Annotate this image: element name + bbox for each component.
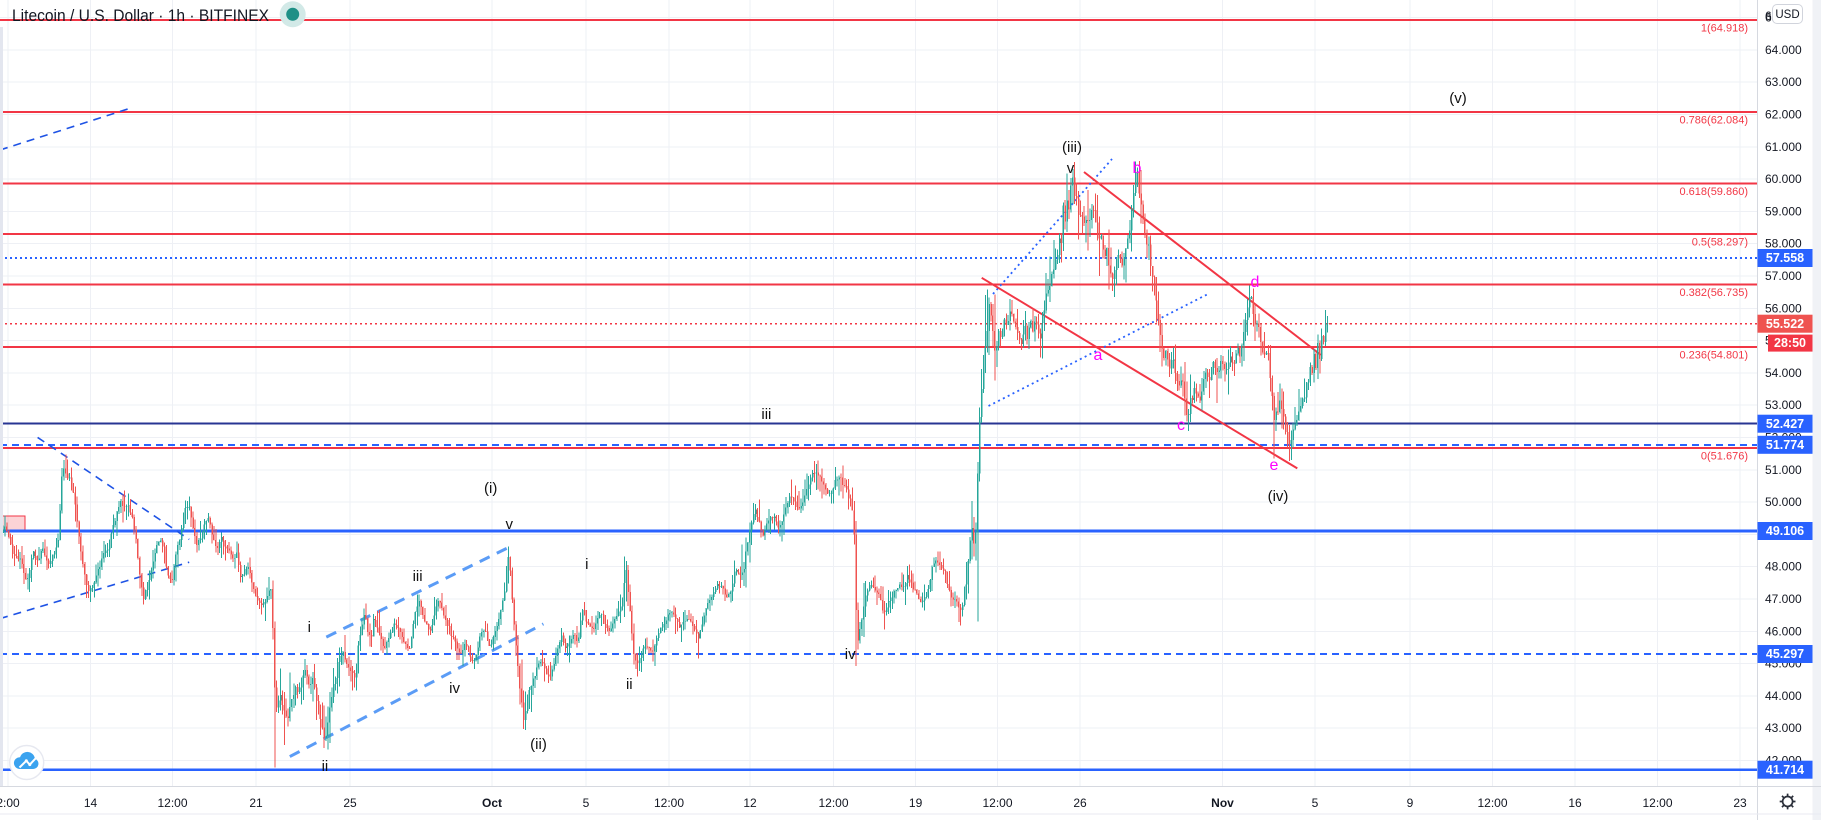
svg-text:Litecoin / U.S. Dollar · 1h ·: Litecoin / U.S. Dollar · 1h · BITFINEX bbox=[12, 6, 269, 25]
svg-text:(i): (i) bbox=[484, 480, 497, 497]
svg-text:62.000: 62.000 bbox=[1765, 108, 1802, 122]
svg-text:46.000: 46.000 bbox=[1765, 624, 1802, 638]
svg-text:0(51.676): 0(51.676) bbox=[1701, 451, 1748, 463]
svg-text:b: b bbox=[1133, 160, 1142, 177]
svg-text:0.236(54.801): 0.236(54.801) bbox=[1680, 350, 1749, 362]
svg-text:v: v bbox=[506, 516, 514, 533]
svg-text:51.774: 51.774 bbox=[1766, 438, 1804, 452]
svg-text:53.000: 53.000 bbox=[1765, 398, 1802, 412]
svg-text:41.714: 41.714 bbox=[1766, 763, 1804, 777]
svg-text:25: 25 bbox=[343, 796, 357, 810]
svg-text:(iii): (iii) bbox=[1062, 139, 1082, 156]
svg-text:Nov: Nov bbox=[1211, 796, 1234, 810]
svg-text:12:00: 12:00 bbox=[982, 796, 1012, 810]
svg-text:64.000: 64.000 bbox=[1765, 43, 1802, 57]
svg-text:61.000: 61.000 bbox=[1765, 140, 1802, 154]
svg-text:19: 19 bbox=[909, 796, 923, 810]
svg-text:a: a bbox=[1094, 347, 1103, 364]
svg-text:c: c bbox=[1177, 417, 1185, 434]
svg-text:iii: iii bbox=[761, 406, 771, 423]
svg-text:57.558: 57.558 bbox=[1766, 251, 1804, 265]
svg-text:0.382(56.735): 0.382(56.735) bbox=[1680, 287, 1749, 299]
svg-text:0.618(59.860): 0.618(59.860) bbox=[1680, 186, 1749, 198]
svg-text:5: 5 bbox=[1312, 796, 1319, 810]
svg-text:v: v bbox=[1067, 160, 1075, 177]
svg-text:12:00: 12:00 bbox=[654, 796, 684, 810]
svg-text:58.000: 58.000 bbox=[1765, 237, 1802, 251]
svg-text:44.000: 44.000 bbox=[1765, 689, 1802, 703]
svg-text:d: d bbox=[1251, 274, 1260, 291]
svg-text:59.000: 59.000 bbox=[1765, 204, 1802, 218]
svg-text:i: i bbox=[308, 619, 311, 636]
svg-text:e: e bbox=[1270, 457, 1279, 474]
svg-text:63.000: 63.000 bbox=[1765, 75, 1802, 89]
svg-text:14: 14 bbox=[84, 796, 98, 810]
svg-text:23: 23 bbox=[1733, 796, 1747, 810]
svg-text:1(64.918): 1(64.918) bbox=[1701, 23, 1748, 35]
svg-text:12:00: 12:00 bbox=[1477, 796, 1507, 810]
svg-text:47.000: 47.000 bbox=[1765, 592, 1802, 606]
svg-text:26: 26 bbox=[1073, 796, 1087, 810]
svg-text:12:00: 12:00 bbox=[157, 796, 187, 810]
svg-text:54.000: 54.000 bbox=[1765, 366, 1802, 380]
svg-text:ii: ii bbox=[626, 676, 633, 693]
svg-text:(v): (v) bbox=[1449, 90, 1467, 107]
svg-text:52.427: 52.427 bbox=[1766, 417, 1804, 431]
svg-text:21: 21 bbox=[249, 796, 263, 810]
svg-text:5: 5 bbox=[583, 796, 590, 810]
svg-text:45.297: 45.297 bbox=[1766, 647, 1804, 661]
svg-text:51.000: 51.000 bbox=[1765, 463, 1802, 477]
svg-text:49.106: 49.106 bbox=[1766, 524, 1804, 538]
svg-text:(ii): (ii) bbox=[530, 736, 547, 753]
svg-text:12:00: 12:00 bbox=[1642, 796, 1672, 810]
svg-text:16: 16 bbox=[1568, 796, 1582, 810]
svg-text:USD: USD bbox=[1775, 9, 1799, 21]
svg-text:50.000: 50.000 bbox=[1765, 495, 1802, 509]
svg-text:6: 6 bbox=[1765, 9, 1772, 23]
svg-text:2:00: 2:00 bbox=[0, 796, 20, 810]
svg-text:57.000: 57.000 bbox=[1765, 269, 1802, 283]
svg-text:iv: iv bbox=[845, 646, 856, 663]
svg-text:iv: iv bbox=[449, 680, 460, 697]
svg-text:60.000: 60.000 bbox=[1765, 172, 1802, 186]
svg-text:28:50: 28:50 bbox=[1774, 336, 1806, 350]
svg-text:56.000: 56.000 bbox=[1765, 301, 1802, 315]
svg-text:i: i bbox=[585, 556, 588, 573]
svg-text:48.000: 48.000 bbox=[1765, 560, 1802, 574]
svg-text:0.5(58.297): 0.5(58.297) bbox=[1692, 237, 1748, 249]
svg-text:Oct: Oct bbox=[482, 796, 502, 810]
svg-text:0.786(62.084): 0.786(62.084) bbox=[1680, 114, 1749, 126]
svg-text:iii: iii bbox=[413, 568, 423, 585]
svg-text:9: 9 bbox=[1407, 796, 1414, 810]
svg-text:55.522: 55.522 bbox=[1766, 317, 1804, 331]
svg-text:12:00: 12:00 bbox=[818, 796, 848, 810]
svg-text:(iv): (iv) bbox=[1268, 488, 1289, 505]
svg-text:43.000: 43.000 bbox=[1765, 721, 1802, 735]
svg-text:ii: ii bbox=[322, 758, 329, 775]
svg-text:12: 12 bbox=[743, 796, 757, 810]
